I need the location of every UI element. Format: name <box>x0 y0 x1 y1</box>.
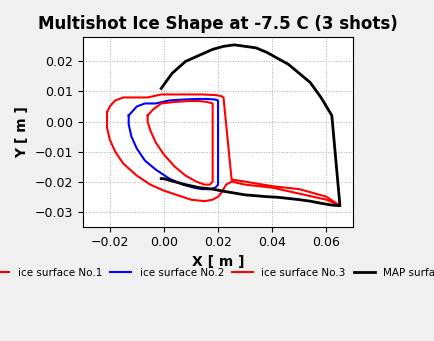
Title: Multishot Ice Shape at -7.5 C (3 shots): Multishot Ice Shape at -7.5 C (3 shots) <box>38 15 398 33</box>
X-axis label: X [ m ]: X [ m ] <box>192 255 244 269</box>
Legend: ice surface No.1, ice surface No.2, ice surface No.3, MAP surface: ice surface No.1, ice surface No.2, ice … <box>0 264 434 282</box>
Y-axis label: Y [ m ]: Y [ m ] <box>15 106 29 158</box>
